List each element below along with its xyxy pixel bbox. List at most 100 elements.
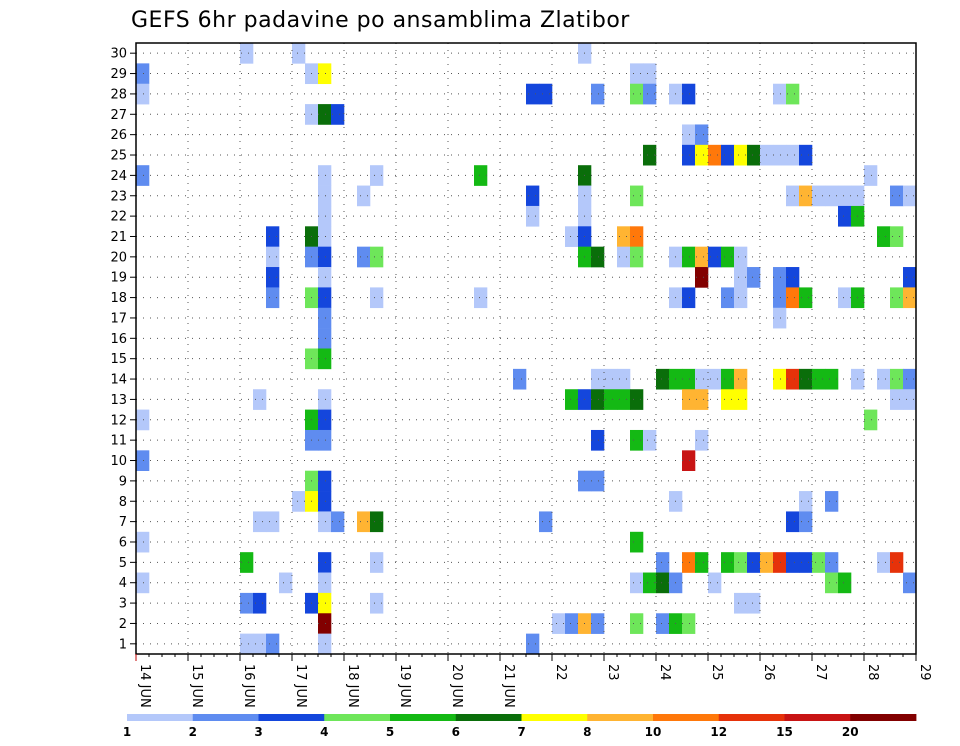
heatmap-cell: [721, 552, 735, 573]
heatmap-cell: [864, 165, 878, 186]
y-tick-label: 22: [110, 210, 127, 225]
heatmap-cell: [240, 43, 254, 64]
heatmap-cell: [695, 124, 709, 146]
colorbar-swatch: [653, 714, 720, 721]
heatmap-cell: [682, 144, 696, 166]
heatmap-cell: [734, 552, 748, 573]
y-tick-label: 1: [119, 637, 127, 652]
y-tick-label: 23: [110, 189, 127, 204]
y-tick-label: 15: [110, 352, 127, 367]
heatmap-cell: [708, 572, 722, 594]
y-tick-label: 16: [110, 332, 127, 347]
y-tick-label: 24: [110, 169, 127, 184]
x-tick-label: 29: [917, 664, 932, 681]
heatmap-cell: [630, 63, 644, 85]
heatmap-cell: [266, 633, 280, 655]
heatmap-cell: [266, 511, 280, 533]
heatmap-cell: [318, 328, 332, 349]
heatmap-cell: [318, 429, 332, 451]
heatmap-cell: [682, 246, 696, 268]
heatmap-cell: [682, 124, 696, 146]
heatmap-cell: [903, 389, 917, 410]
heatmap-cell: [318, 592, 332, 614]
y-tick-label: 7: [119, 515, 127, 530]
heatmap-cell: [331, 511, 345, 533]
heatmap-cell: [747, 144, 761, 166]
heatmap-cell: [240, 633, 254, 655]
y-tick-label: 5: [119, 556, 127, 571]
y-tick-label: 13: [110, 393, 127, 408]
x-tick-label: 26: [761, 664, 776, 681]
heatmap-cell: [903, 368, 917, 390]
heatmap-cell: [903, 287, 917, 309]
heatmap-cell: [370, 246, 384, 268]
heatmap-cell: [552, 613, 566, 634]
heatmap-cell: [318, 613, 332, 634]
heatmap-cell: [838, 205, 852, 227]
cells-layer: [136, 43, 917, 655]
x-tick-label: 17 JUN: [293, 664, 308, 708]
heatmap-cell: [903, 185, 917, 207]
heatmap-cell: [812, 185, 826, 207]
colorbar-label: 4: [320, 725, 328, 739]
y-tick-label: 10: [110, 454, 127, 469]
heatmap-cell: [890, 287, 904, 309]
heatmap-cell: [370, 287, 384, 309]
heatmap-cell: [474, 287, 488, 309]
heatmap-cell: [240, 552, 254, 573]
colorbar-swatch: [390, 714, 457, 721]
heatmap-cell: [734, 287, 748, 309]
heatmap-cell: [318, 226, 332, 247]
y-tick-label: 17: [110, 311, 127, 326]
heatmap-cell: [825, 491, 839, 512]
heatmap-cell: [630, 572, 644, 594]
heatmap-cell: [877, 552, 891, 573]
heatmap-cell: [370, 511, 384, 533]
heatmap-cell: [643, 63, 657, 85]
heatmap-cell: [682, 389, 696, 410]
y-tick-label: 18: [110, 291, 127, 306]
heatmap-cell: [773, 368, 787, 390]
heatmap-cell: [318, 572, 332, 594]
heatmap-cell: [331, 104, 345, 125]
colorbar-label: 1: [123, 725, 131, 739]
heatmap-cell: [903, 267, 917, 288]
y-tick-label: 2: [119, 617, 127, 632]
y-tick-label: 12: [110, 413, 127, 428]
heatmap-cell: [292, 43, 306, 64]
heatmap-cell: [643, 429, 657, 451]
x-tick-label: 16 JUN: [241, 664, 256, 708]
heatmap-cell: [799, 144, 813, 166]
heatmap-cell: [643, 572, 657, 594]
heatmap-cell: [357, 246, 371, 268]
heatmap-cell: [890, 552, 904, 573]
heatmap-cell: [266, 267, 280, 288]
heatmap-cell: [812, 552, 826, 573]
colorbar-label: 8: [583, 725, 591, 739]
heatmap-cell: [630, 246, 644, 268]
x-tick-label: 23: [605, 664, 620, 681]
heatmap-cell: [630, 429, 644, 451]
heatmap-cell: [890, 226, 904, 247]
heatmap-cell: [682, 613, 696, 634]
heatmap-cell: [526, 185, 540, 207]
x-tick-label: 27: [813, 664, 828, 681]
y-tick-label: 3: [119, 597, 127, 612]
x-tick-label: 18 JUN: [345, 664, 360, 708]
heatmap-cell: [838, 185, 852, 207]
heatmap-cell: [565, 226, 579, 247]
colorbar: 1 2 3 4 5 6 7 8 10 12 15 20: [123, 714, 917, 739]
heatmap-cell: [708, 144, 722, 166]
heatmap-cell: [877, 368, 891, 390]
heatmap-cell: [253, 389, 267, 410]
colorbar-label: 15: [776, 725, 793, 739]
heatmap-cell: [747, 267, 761, 288]
heatmap-cell: [838, 572, 852, 594]
heatmap-cell: [864, 409, 878, 431]
heatmap-cell: [786, 83, 800, 105]
x-tick-label: 15 JUN: [189, 664, 204, 708]
heatmap-cell: [643, 83, 657, 105]
heatmap-cell: [682, 552, 696, 573]
heatmap-cell: [721, 246, 735, 268]
